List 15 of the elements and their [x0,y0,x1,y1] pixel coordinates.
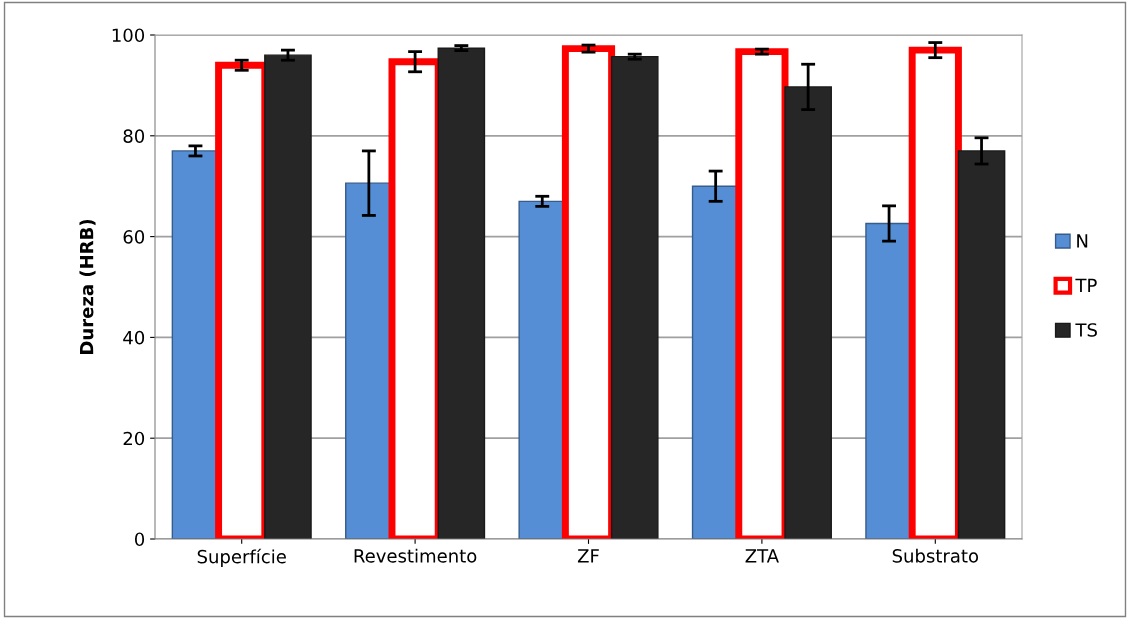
y-axis-title: Dureza (HRB) [79,219,96,354]
legend-label: N [1077,234,1088,248]
y-tick-label: 0 [134,532,145,547]
x-tick-label: Revestimento [354,548,477,563]
y-tick-label: 100 [112,28,145,43]
y-tick-label: 80 [123,129,145,143]
x-tick-label: Superfície [197,548,286,567]
y-tick-label: 20 [123,431,145,446]
y-tick-label: 60 [123,230,145,244]
x-tick-label: Substrato [892,548,979,563]
y-tick-label: 40 [123,330,145,345]
x-tick-label: ZTA [745,549,779,563]
x-tick-label: ZF [577,549,599,563]
legend-label: TS [1075,323,1097,337]
legend-label: TP [1075,278,1097,292]
